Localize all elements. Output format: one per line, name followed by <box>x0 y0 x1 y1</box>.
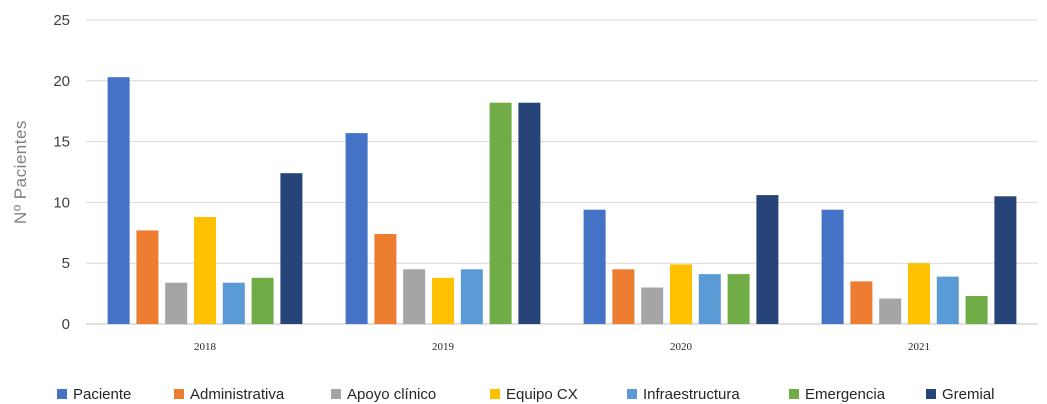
bar-apoyo-cl-nico-2021 <box>879 298 902 324</box>
y-tick-label: 15 <box>53 134 70 151</box>
legend: Paciente Administrativa Apoyo clínico Equip… <box>57 386 995 403</box>
legend-label: Emergencia <box>805 386 886 403</box>
bar-equipo-cx-2020 <box>670 264 692 324</box>
bar-paciente-2018 <box>107 77 130 324</box>
x-tick-label: 2020 <box>670 341 693 353</box>
bar-paciente-2019 <box>345 133 368 324</box>
bar-gremial-2019 <box>518 102 541 324</box>
bar-equipo-cx-2019 <box>432 277 454 324</box>
bar-emergencia-2020 <box>727 274 750 324</box>
legend-item: Infraestructura <box>627 386 740 403</box>
y-tick-label: 20 <box>53 73 70 90</box>
y-tick-label: 25 <box>53 12 70 29</box>
bar-administrativa-2018 <box>136 230 159 324</box>
bar-equipo-cx-2018 <box>194 217 216 324</box>
legend-swatch <box>331 389 341 399</box>
legend-label: Gremial <box>942 386 995 403</box>
bar-paciente-2020 <box>583 209 606 324</box>
legend-item: Apoyo clínico <box>331 386 436 403</box>
y-tick-label: 5 <box>62 255 70 272</box>
legend-swatch <box>57 389 67 399</box>
bar-apoyo-cl-nico-2019 <box>403 269 426 324</box>
y-tick-label: 10 <box>53 194 70 211</box>
gridlines <box>86 19 1038 325</box>
legend-label: Administrativa <box>190 386 285 403</box>
bar-administrativa-2021 <box>850 281 873 324</box>
bar-administrativa-2019 <box>374 234 397 324</box>
y-axis-label: Nº Pacientes <box>11 120 30 224</box>
y-axis-ticks: 0 5 10 15 20 25 <box>53 12 70 333</box>
x-tick-label: 2021 <box>908 341 930 353</box>
legend-label: Apoyo clínico <box>347 386 436 403</box>
legend-label: Paciente <box>73 386 131 403</box>
bar-gremial-2018 <box>280 173 303 324</box>
legend-item: Paciente <box>57 386 131 403</box>
bar-administrativa-2020 <box>612 269 635 324</box>
legend-item: Equipo CX <box>490 386 578 403</box>
bar-paciente-2021 <box>821 209 844 324</box>
bar-gremial-2020 <box>756 195 779 324</box>
legend-swatch <box>926 389 936 399</box>
bars <box>107 77 1017 324</box>
legend-item: Administrativa <box>174 386 285 403</box>
legend-label: Infraestructura <box>643 386 740 403</box>
bar-infraestructura-2019 <box>460 269 483 324</box>
bar-equipo-cx-2021 <box>908 263 930 324</box>
legend-swatch <box>174 389 184 399</box>
legend-item: Emergencia <box>789 386 886 403</box>
legend-label: Equipo CX <box>506 386 578 403</box>
bar-infraestructura-2020 <box>698 274 721 324</box>
bar-infraestructura-2021 <box>936 276 959 324</box>
bar-emergencia-2021 <box>965 296 988 324</box>
x-axis-ticks: 2018 2019 2020 2021 <box>194 341 930 353</box>
legend-swatch <box>627 389 637 399</box>
x-tick-label: 2018 <box>194 341 217 353</box>
legend-item: Gremial <box>926 386 995 403</box>
legend-swatch <box>789 389 799 399</box>
bar-apoyo-cl-nico-2020 <box>641 287 664 324</box>
bar-gremial-2021 <box>994 196 1017 324</box>
bar-infraestructura-2018 <box>222 282 245 324</box>
y-tick-label: 0 <box>62 316 70 333</box>
bar-emergencia-2018 <box>251 277 274 324</box>
x-tick-label: 2019 <box>432 341 455 353</box>
legend-swatch <box>490 389 500 399</box>
bar-apoyo-cl-nico-2018 <box>165 282 188 324</box>
bar-emergencia-2019 <box>489 102 512 324</box>
